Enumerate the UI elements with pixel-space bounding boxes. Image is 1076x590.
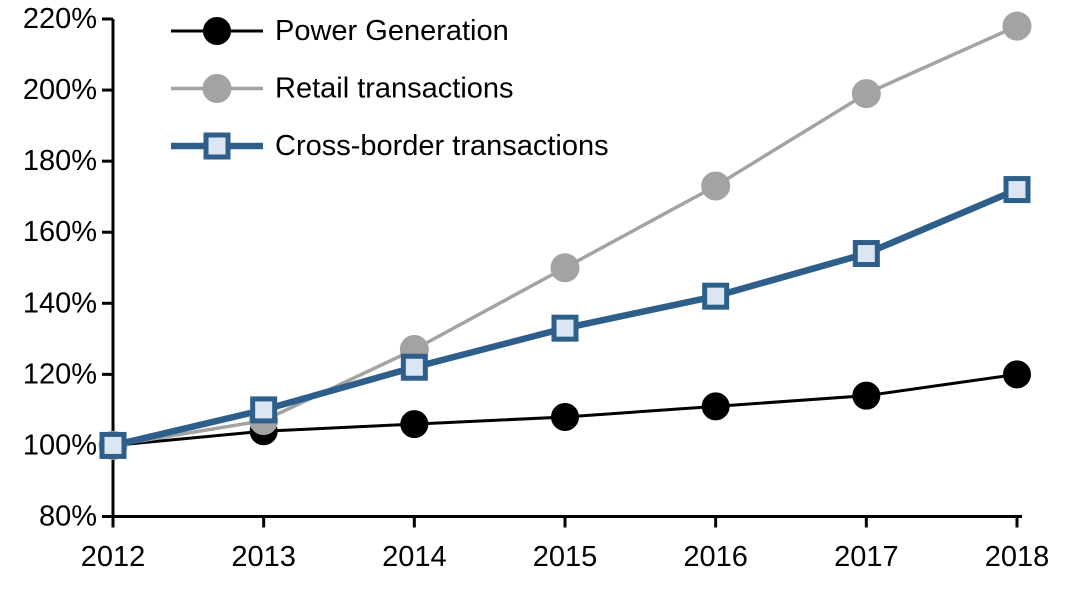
series-marker-retail-transactions <box>550 253 580 283</box>
y-axis-tick-label: 120% <box>23 358 97 390</box>
legend-label: Cross-border transactions <box>275 130 609 162</box>
legend-marker-retail-transactions <box>202 74 232 103</box>
series-marker-power-generation <box>551 403 579 431</box>
x-axis-tick-label: 2015 <box>533 541 598 573</box>
series-marker-cross-border-transactions <box>551 314 579 342</box>
x-axis-tick-label: 2016 <box>683 541 748 573</box>
series-marker-cross-border-transactions <box>400 353 428 381</box>
series-marker-cross-border-transactions <box>99 431 127 459</box>
legend-marker-cross-border-transactions <box>203 132 231 160</box>
legend-item-power-generation: Power Generation <box>171 15 509 47</box>
series-marker-cross-border-transactions <box>852 240 880 268</box>
y-axis-tick-label: 200% <box>23 74 97 106</box>
series-marker-cross-border-transactions <box>702 282 730 310</box>
series-marker-power-generation <box>852 381 881 410</box>
series-marker-cross-border-transactions <box>1003 176 1031 204</box>
series-marker-retail-transactions <box>1002 11 1032 41</box>
legend: Power Generation Retail transactions Cross… <box>171 15 609 162</box>
series-marker-cross-border-transactions <box>250 396 278 424</box>
series-marker-retail-transactions <box>851 79 881 109</box>
series-marker-power-generation <box>701 392 730 421</box>
y-axis-tick-label: 220% <box>23 3 97 35</box>
y-axis-tick-label: 100% <box>23 429 97 461</box>
y-axis-tick-label: 180% <box>23 145 97 177</box>
y-axis-tick-label: 80% <box>39 501 97 533</box>
series-marker-power-generation <box>1003 360 1031 389</box>
legend-label: Power Generation <box>275 15 509 47</box>
legend-marker-power-generation <box>203 17 231 45</box>
y-axis-tick-label: 160% <box>23 216 97 248</box>
legend-label: Retail transactions <box>275 73 514 105</box>
x-axis-tick-label: 2018 <box>985 541 1050 573</box>
x-axis-tick-label: 2014 <box>382 541 447 573</box>
y-axis-tick-label: 140% <box>23 287 97 319</box>
series-marker-power-generation <box>400 410 429 439</box>
series-marker-retail-transactions <box>701 171 731 201</box>
x-axis-tick-label: 2013 <box>231 541 296 573</box>
x-axis-tick-label: 2017 <box>834 541 899 573</box>
x-axis-tick-label: 2012 <box>81 541 146 573</box>
legend-item-cross-border-transactions: Cross-border transactions <box>171 130 609 162</box>
